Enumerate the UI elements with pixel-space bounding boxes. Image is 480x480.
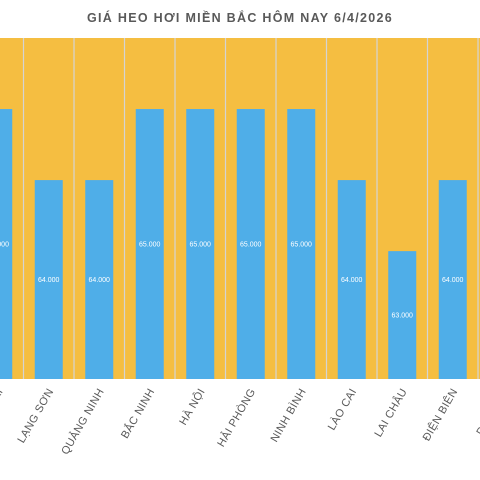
data-label: 63.000 [392, 313, 414, 320]
bar [135, 109, 164, 380]
category-label: LẠNG SƠN [15, 387, 56, 446]
bar [186, 109, 215, 380]
category-label: HÀ NỘI [176, 386, 207, 427]
category-label: NINH BÌNH [268, 386, 309, 444]
data-label: 65.000 [240, 242, 262, 249]
data-label: 64.000 [89, 277, 111, 284]
data-labels: 65.000 64.000 64.000 65.000 65.000 65.000 65.0… [0, 242, 464, 320]
data-label: 64.000 [442, 277, 464, 284]
category-label: BẮC NINH [118, 386, 157, 441]
bar [34, 180, 63, 379]
chart-title: GIÁ HEO HƠI MIỀN BẮC HÔM NAY 6/4/2026 [86, 11, 394, 25]
category-label: YÊN BÁI [0, 386, 6, 433]
category-label: LÀO CAI [325, 386, 359, 433]
data-label: 65.000 [0, 242, 9, 249]
data-label: 65.000 [190, 242, 212, 249]
bar [85, 180, 114, 379]
bar [0, 109, 13, 380]
data-label: 64.000 [341, 277, 363, 284]
bars [0, 109, 467, 380]
data-label: 65.000 [139, 242, 161, 249]
gridlines [22, 38, 479, 379]
data-label: 64.000 [38, 277, 60, 284]
category-label: LAI CHÂU [372, 386, 410, 439]
bar [388, 251, 417, 379]
bar [438, 180, 467, 379]
data-label: 65.000 [291, 242, 313, 249]
bar [337, 180, 366, 379]
category-label: PHÚ THỌ [474, 386, 480, 438]
category-label: ĐIỆN BIÊN [420, 386, 461, 443]
bar [287, 109, 316, 380]
category-label: HẢI PHÒNG [214, 386, 258, 449]
category-label: QUẢNG NINH [58, 386, 106, 457]
bar [236, 109, 265, 380]
